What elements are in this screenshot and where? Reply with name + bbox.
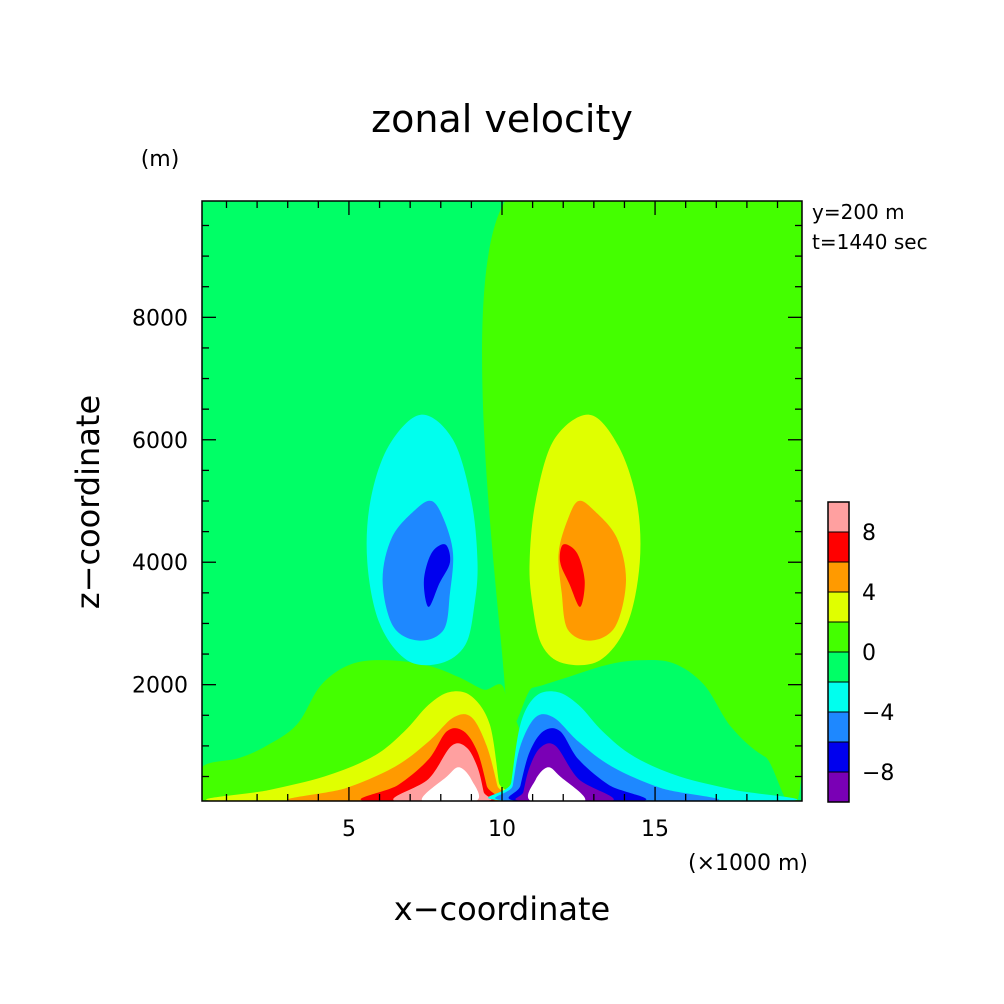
x-axis-label: x−coordinate <box>394 890 610 928</box>
contour-region-12 <box>382 500 454 641</box>
axis-ticks <box>202 201 802 801</box>
contour-region-9 <box>421 767 480 801</box>
y-axis-label: z−coordinate <box>69 395 107 609</box>
colorbar-tick-label: 4 <box>862 581 876 606</box>
annotation-t: t=1440 sec <box>812 230 928 254</box>
colorbar-swatch <box>828 592 849 622</box>
contour-region-4 <box>558 500 627 641</box>
x-tick-label: 15 <box>641 817 669 842</box>
colorbar-swatch <box>828 562 849 592</box>
chart-title: zonal velocity <box>371 97 633 141</box>
colorbar-swatch <box>828 742 849 772</box>
contour-region-6 <box>559 544 585 607</box>
y-tick-label: 4000 <box>132 551 188 576</box>
tick-labels: 5 10 15 2000 4000 6000 8000 <box>132 306 669 842</box>
x-unit-label: (×1000 m) <box>688 851 808 876</box>
x-tick-label: 5 <box>342 817 356 842</box>
colorbar-swatch <box>828 502 849 532</box>
colorbar-swatch <box>828 652 849 682</box>
colorbar-tick-label: −8 <box>862 761 894 786</box>
contour-region-17 <box>527 767 586 801</box>
y-tick-label: 6000 <box>132 429 188 454</box>
annotation-y: y=200 m <box>812 200 905 224</box>
colorbar: 8 4 0 −4 −8 <box>827 501 894 803</box>
y-tick-label: 2000 <box>132 674 188 699</box>
colorbar-swatch <box>828 532 849 562</box>
y-unit-label: (m) <box>141 147 180 172</box>
contour-regions <box>202 201 802 801</box>
colorbar-swatch <box>828 682 849 712</box>
y-tick-label: 8000 <box>132 306 188 331</box>
colorbar-swatch <box>828 712 849 742</box>
colorbar-swatch <box>828 622 849 652</box>
x-tick-label: 10 <box>488 817 516 842</box>
colorbar-tick-label: 8 <box>862 521 876 546</box>
colorbar-swatch <box>828 772 849 802</box>
colorbar-tick-label: −4 <box>862 701 894 726</box>
contour-region-14 <box>423 544 451 607</box>
colorbar-tick-label: 0 <box>862 641 876 666</box>
